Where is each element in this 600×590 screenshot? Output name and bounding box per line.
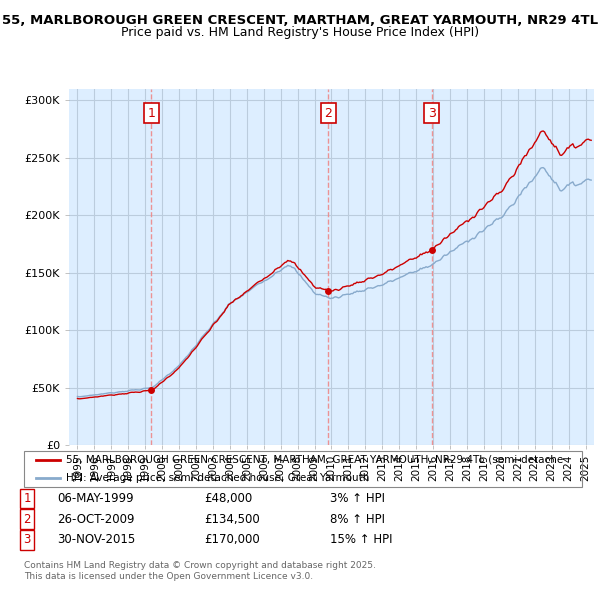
Text: Contains HM Land Registry data © Crown copyright and database right 2025.: Contains HM Land Registry data © Crown c… <box>24 560 376 569</box>
Text: £48,000: £48,000 <box>204 492 252 505</box>
Text: 55, MARLBOROUGH GREEN CRESCENT, MARTHAM, GREAT YARMOUTH, NR29 4TL: 55, MARLBOROUGH GREEN CRESCENT, MARTHAM,… <box>2 14 598 27</box>
Text: 3: 3 <box>23 533 31 546</box>
Text: 1: 1 <box>23 492 31 505</box>
Text: 55, MARLBOROUGH GREEN CRESCENT, MARTHAM, GREAT YARMOUTH, NR29 4TL (semi-detache: 55, MARLBOROUGH GREEN CRESCENT, MARTHAM,… <box>66 455 563 464</box>
Text: 15% ↑ HPI: 15% ↑ HPI <box>330 533 392 546</box>
Text: 30-NOV-2015: 30-NOV-2015 <box>57 533 135 546</box>
Text: £170,000: £170,000 <box>204 533 260 546</box>
Text: 1: 1 <box>147 107 155 120</box>
Text: 3% ↑ HPI: 3% ↑ HPI <box>330 492 385 505</box>
Text: 8% ↑ HPI: 8% ↑ HPI <box>330 513 385 526</box>
Text: Price paid vs. HM Land Registry's House Price Index (HPI): Price paid vs. HM Land Registry's House … <box>121 26 479 39</box>
Text: 2: 2 <box>23 513 31 526</box>
Text: This data is licensed under the Open Government Licence v3.0.: This data is licensed under the Open Gov… <box>24 572 313 581</box>
Text: £134,500: £134,500 <box>204 513 260 526</box>
Text: 3: 3 <box>428 107 436 120</box>
Text: HPI: Average price, semi-detached house, Great Yarmouth: HPI: Average price, semi-detached house,… <box>66 474 370 483</box>
Text: 26-OCT-2009: 26-OCT-2009 <box>57 513 134 526</box>
Text: 06-MAY-1999: 06-MAY-1999 <box>57 492 134 505</box>
Text: 2: 2 <box>325 107 332 120</box>
